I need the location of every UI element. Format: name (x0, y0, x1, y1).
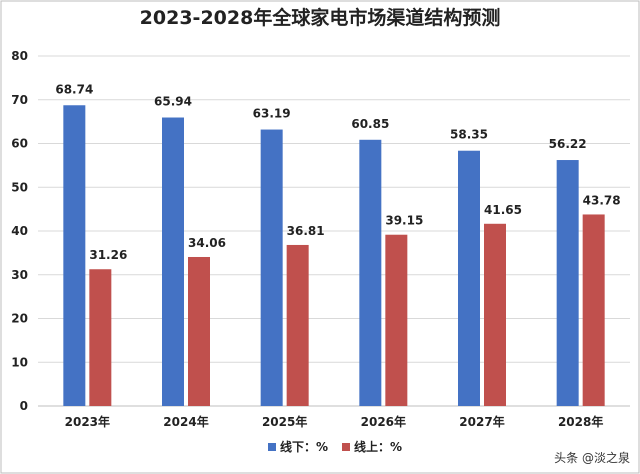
y-tick-label: 0 (20, 399, 28, 413)
y-tick-label: 60 (11, 137, 28, 151)
x-tick-label: 2026年 (361, 414, 406, 429)
bar-offline (63, 105, 86, 406)
y-tick-label: 20 (11, 312, 28, 326)
gridlines (38, 55, 630, 407)
data-label: 41.65 (484, 203, 522, 217)
x-tick-label: 2025年 (262, 414, 307, 429)
bars (63, 105, 605, 406)
x-tick-label: 2024年 (163, 414, 208, 429)
data-labels: 68.74 31.26 65.94 34.06 63.19 36.81 60.85 39.15… (55, 82, 620, 262)
data-label: 34.06 (188, 236, 226, 250)
bar-offline (162, 117, 184, 406)
legend-swatch (342, 443, 350, 451)
bar-online (582, 214, 605, 406)
bar-offline (458, 150, 480, 406)
data-label: 36.81 (287, 224, 325, 238)
bar-offline (556, 160, 579, 406)
bar-online (286, 244, 309, 406)
data-label: 65.94 (154, 95, 192, 109)
bar-online (89, 269, 112, 406)
data-label: 56.22 (549, 137, 587, 151)
bar-offline (359, 139, 382, 406)
bar-online (188, 256, 210, 406)
data-label: 58.35 (450, 128, 488, 142)
bar-online (385, 234, 408, 406)
x-axis: 2023年 2024年 2025年 2026年 2027年 2028年 (65, 414, 604, 429)
watermark-text: 头条 @淡之泉 (554, 451, 630, 465)
y-tick-label: 70 (11, 93, 28, 107)
data-label: 68.74 (55, 82, 93, 96)
y-tick-label: 50 (11, 180, 28, 194)
data-label: 31.26 (89, 248, 127, 262)
data-label: 43.78 (583, 193, 621, 207)
y-axis: 0 10 20 30 40 50 60 70 80 (11, 49, 28, 413)
data-label: 39.15 (385, 214, 423, 228)
legend-label: 线下：% (280, 439, 328, 454)
x-tick-label: 2027年 (459, 414, 504, 429)
y-tick-label: 40 (11, 224, 28, 238)
x-tick-label: 2028年 (558, 414, 603, 429)
data-label: 60.85 (351, 117, 389, 131)
y-tick-label: 30 (11, 268, 28, 282)
x-tick-label: 2023年 (65, 414, 110, 429)
legend: 线下：% 线上：% (268, 439, 402, 454)
data-label: 63.19 (253, 107, 291, 121)
legend-label: 线上：% (354, 439, 402, 454)
bar-offline (260, 129, 283, 406)
y-tick-label: 80 (11, 49, 28, 63)
legend-swatch (268, 443, 276, 451)
bar-online (484, 223, 506, 406)
y-tick-label: 10 (11, 355, 28, 369)
chart-title: 2023-2028年全球家电市场渠道结构预测 (140, 6, 501, 29)
